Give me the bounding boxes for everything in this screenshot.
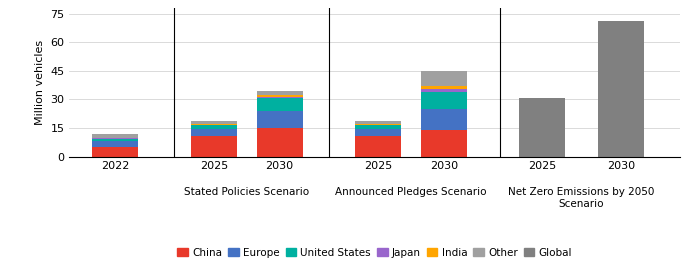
Bar [191, 122, 237, 124]
Text: Net Zero Emissions by 2050
Scenario: Net Zero Emissions by 2050 Scenario [509, 187, 655, 209]
Bar [355, 125, 401, 129]
Bar [355, 136, 401, 157]
Bar [92, 147, 138, 157]
Bar [92, 134, 138, 138]
Bar [421, 89, 466, 92]
Bar [355, 122, 401, 124]
Bar [421, 71, 466, 86]
Legend: China, Europe, United States, Japan, India, Other, Global: China, Europe, United States, Japan, Ind… [174, 244, 576, 262]
Bar [191, 124, 237, 125]
Bar [257, 95, 303, 97]
Bar [598, 21, 644, 157]
Bar [191, 125, 237, 129]
Bar [519, 97, 565, 157]
Bar [92, 138, 138, 139]
Y-axis label: Million vehicles: Million vehicles [35, 40, 45, 125]
Bar [191, 129, 237, 136]
Bar [421, 130, 466, 157]
Bar [191, 136, 237, 157]
Bar [421, 109, 466, 130]
Text: Stated Policies Scenario: Stated Policies Scenario [184, 187, 310, 197]
Bar [257, 90, 303, 95]
Bar [257, 128, 303, 157]
Bar [421, 92, 466, 109]
Text: Announced Pledges Scenario: Announced Pledges Scenario [335, 187, 486, 197]
Bar [355, 129, 401, 136]
Bar [92, 141, 138, 147]
Bar [92, 139, 138, 141]
Bar [257, 111, 303, 128]
Bar [421, 86, 466, 89]
Bar [257, 97, 303, 111]
Bar [355, 124, 401, 125]
